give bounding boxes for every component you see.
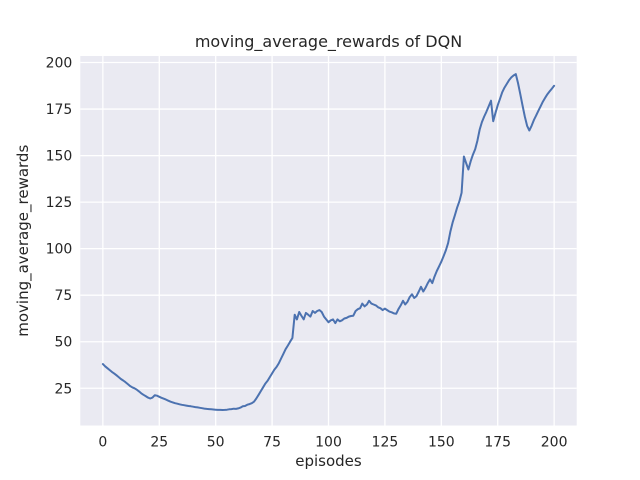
x-tick-label: 125 [372,435,399,451]
y-tick-label: 50 [54,335,72,351]
x-tick-label: 175 [484,435,511,451]
x-tick-label: 100 [315,435,342,451]
x-tick-label: 75 [263,435,281,451]
x-tick-label: 150 [428,435,455,451]
y-tick-labels: 25 50 75 100 125 150 175 200 [46,56,73,398]
x-tick-label: 200 [541,435,568,451]
x-tick-label: 50 [207,435,225,451]
x-axis-label: episodes [295,452,362,470]
y-tick-label: 25 [54,381,72,397]
gridlines [80,56,577,426]
chart-title: moving_average_rewards of DQN [195,32,462,52]
y-tick-label: 125 [46,195,73,211]
y-tick-label: 150 [46,149,73,165]
x-tick-label: 25 [150,435,168,451]
y-tick-label: 200 [46,56,73,72]
dqn-reward-line [101,73,556,411]
y-axis-label: moving_average_rewards [14,145,33,337]
y-tick-label: 175 [46,102,73,118]
x-tick-labels: 0 25 50 75 100 125 150 175 200 [98,435,567,451]
x-tick-label: 0 [98,435,107,451]
y-tick-label: 100 [46,242,73,258]
y-tick-label: 75 [54,288,72,304]
